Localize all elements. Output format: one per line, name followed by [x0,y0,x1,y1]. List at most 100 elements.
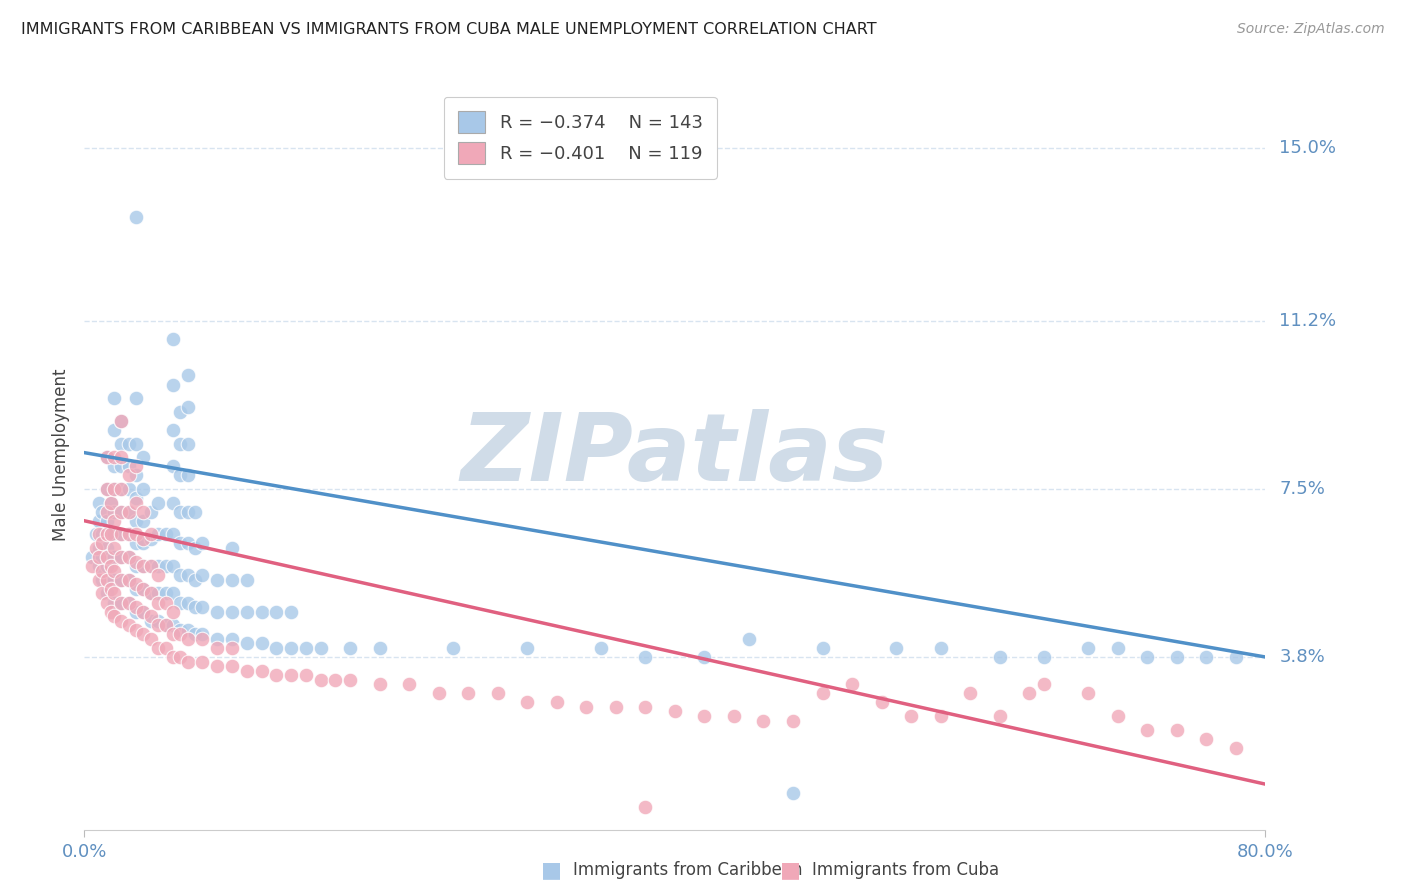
Point [100,527,122,541]
Point [221,659,243,673]
Point [103,586,125,600]
Point [693,709,716,723]
Point [162,559,184,574]
Point [139,527,162,541]
Point [132,605,155,619]
Point [162,618,184,632]
Point [148,495,170,509]
Point [280,668,302,682]
Point [139,532,162,546]
Point [177,568,200,582]
Point [782,786,804,800]
Point [125,605,148,619]
Point [1077,640,1099,655]
Point [782,714,804,728]
Point [96,505,118,519]
Point [368,677,391,691]
Point [177,536,200,550]
Point [398,677,420,691]
Point [139,505,162,519]
Point [634,700,657,714]
Point [191,536,214,550]
Point [125,559,148,574]
Point [162,495,184,509]
Point [132,514,155,528]
Point [132,505,155,519]
Point [1018,686,1040,700]
Point [250,664,273,678]
Point [988,709,1011,723]
Point [96,514,118,528]
Point [250,636,273,650]
Point [191,600,214,615]
Point [723,709,745,723]
Point [139,586,162,600]
Point [110,505,132,519]
Point [132,536,155,550]
Point [184,627,207,641]
Point [177,505,200,519]
Point [221,640,243,655]
Point [177,401,200,415]
Point [148,586,170,600]
Point [169,627,191,641]
Point [118,505,141,519]
Point [125,436,148,450]
Point [132,627,155,641]
Point [959,686,981,700]
Point [118,550,141,565]
Point [169,650,191,665]
Point [110,550,132,565]
Point [103,564,125,578]
Point [100,582,122,596]
Point [309,640,332,655]
Text: 7.5%: 7.5% [1279,480,1326,498]
Point [155,618,177,632]
Point [177,468,200,483]
Point [110,482,132,496]
Point [1136,650,1159,665]
Point [148,568,170,582]
Point [91,564,114,578]
Point [103,450,125,465]
Point [184,573,207,587]
Point [162,605,184,619]
Point [125,527,148,541]
Point [546,695,568,709]
Point [1107,709,1129,723]
Point [110,527,132,541]
Point [110,595,132,609]
Point [139,609,162,624]
Point [84,541,107,555]
Point [96,527,118,541]
Point [118,527,141,541]
Point [100,495,122,509]
Point [103,609,125,624]
Point [118,618,141,632]
Point [118,482,141,496]
Point [96,559,118,574]
Point [110,550,132,565]
Point [103,527,125,541]
Point [266,668,288,682]
Point [132,582,155,596]
Point [132,532,155,546]
Point [148,559,170,574]
Point [91,536,114,550]
Point [162,650,184,665]
Point [752,714,775,728]
Point [155,527,177,541]
Point [118,573,141,587]
Point [191,632,214,646]
Point [87,573,111,587]
Text: ■: ■ [541,860,562,880]
Point [132,559,155,574]
Point [155,586,177,600]
Point [191,627,214,641]
Point [148,595,170,609]
Point [125,582,148,596]
Point [169,505,191,519]
Text: Immigrants from Caribbean: Immigrants from Caribbean [574,861,803,879]
Point [132,559,155,574]
Point [148,614,170,628]
